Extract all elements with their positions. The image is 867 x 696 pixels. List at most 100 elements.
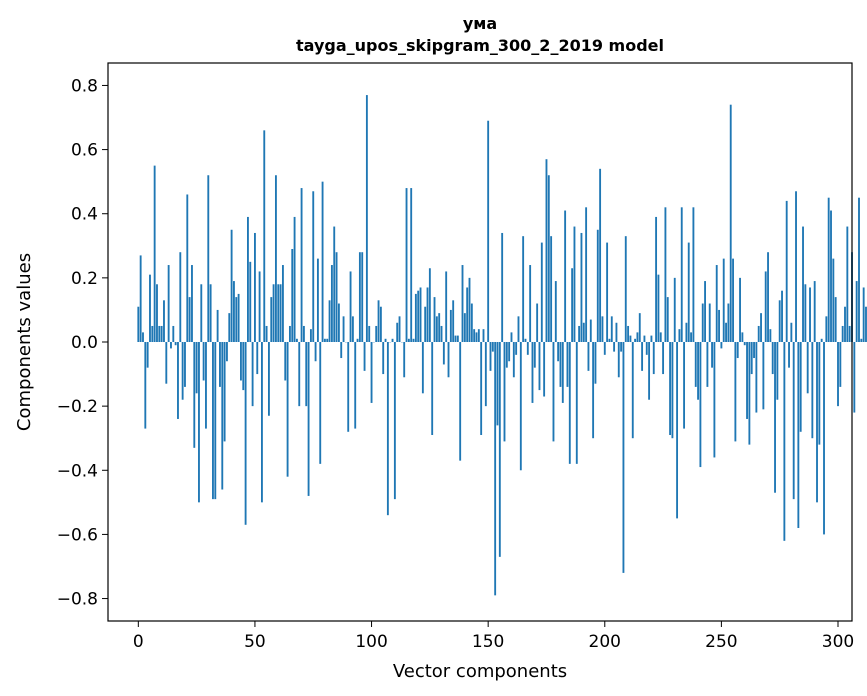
bar-232	[678, 329, 681, 342]
bar-308	[855, 281, 858, 342]
x-tick-label: 200	[589, 632, 621, 652]
bar-129	[438, 313, 441, 342]
bar-292	[818, 342, 821, 445]
bar-304	[846, 226, 849, 342]
bar-191	[582, 322, 585, 342]
bar-106	[384, 338, 387, 342]
bar-88	[342, 316, 345, 342]
bar-241	[699, 342, 702, 468]
bar-303	[844, 306, 846, 342]
bar-252	[725, 322, 727, 342]
chart-subtitle: tayga_upos_skipgram_300_2_2019 model	[296, 36, 664, 55]
bar-50	[254, 232, 256, 342]
bar-146	[477, 329, 480, 342]
bar-8	[156, 284, 158, 342]
bar-67	[293, 216, 296, 342]
x-tick-label: 50	[244, 632, 266, 652]
bar-107	[386, 342, 389, 516]
bar-294	[823, 342, 825, 535]
bar-44	[240, 342, 242, 381]
bar-280	[790, 322, 793, 342]
bar-133	[447, 342, 450, 378]
bar-34	[216, 309, 219, 342]
bar-120	[417, 290, 420, 342]
bar-74	[309, 329, 312, 342]
bar-111	[396, 322, 399, 342]
bar-22	[188, 297, 191, 342]
x-axis-label: Vector components	[393, 661, 567, 682]
bar-184	[566, 342, 569, 387]
bar-178	[552, 342, 555, 442]
y-tick-label: −0.2	[57, 397, 98, 417]
bar-217	[643, 335, 646, 342]
bar-183	[564, 210, 567, 342]
bar-272	[771, 342, 774, 375]
bar-276	[781, 290, 783, 342]
bar-224	[659, 332, 662, 342]
bar-259	[741, 332, 744, 342]
bar-62	[281, 265, 284, 342]
bar-141	[466, 287, 469, 342]
bar-305	[848, 325, 851, 342]
bar-165	[522, 236, 525, 342]
bar-185	[568, 342, 571, 464]
bar-215	[638, 313, 641, 342]
bar-96	[361, 252, 364, 342]
bar-118	[412, 338, 415, 342]
bar-249	[718, 309, 720, 342]
bar-72	[305, 342, 308, 407]
bar-92	[351, 316, 354, 342]
bar-283	[797, 342, 800, 528]
y-tick-label: 0.0	[71, 333, 98, 353]
bar-199	[601, 316, 604, 342]
bar-291	[816, 342, 818, 503]
y-tick-label: −0.4	[57, 461, 98, 481]
bar-201	[606, 242, 609, 342]
bar-169	[531, 342, 534, 403]
bar-122	[421, 342, 424, 394]
bar-172	[538, 342, 541, 391]
bar-46	[244, 342, 247, 525]
bar-71	[302, 325, 305, 342]
bar-162	[515, 342, 518, 355]
bar-293	[820, 338, 823, 342]
bar-193	[587, 342, 590, 371]
bar-10	[160, 325, 163, 342]
bar-175	[545, 159, 548, 342]
bar-116	[407, 338, 410, 342]
bar-149	[484, 342, 487, 407]
bar-161	[512, 342, 515, 378]
x-tick-label: 300	[822, 632, 854, 652]
bar-281	[792, 342, 795, 500]
bar-20	[184, 342, 186, 387]
bar-99	[368, 325, 371, 342]
bar-216	[641, 342, 644, 371]
bar-203	[610, 316, 613, 342]
bar-131	[442, 342, 445, 365]
bar-202	[608, 338, 611, 342]
bar-112	[398, 316, 401, 342]
bar-204	[613, 342, 616, 352]
bar-148	[482, 329, 485, 342]
bar-297	[830, 210, 832, 342]
bar-173	[540, 242, 543, 342]
bar-128	[435, 316, 438, 342]
bar-82	[328, 300, 331, 342]
bar-60	[277, 284, 280, 342]
bar-226	[664, 207, 667, 342]
bar-240	[697, 342, 700, 400]
bar-189	[578, 325, 581, 342]
bar-94	[356, 338, 359, 342]
bar-254	[729, 104, 732, 342]
bar-90	[347, 342, 350, 432]
bar-150	[487, 120, 490, 342]
bar-132	[445, 271, 448, 342]
bar-174	[543, 342, 546, 397]
bar-61	[279, 284, 282, 342]
bar-167	[526, 342, 529, 355]
y-tick-label: −0.8	[57, 590, 98, 610]
bar-257	[736, 342, 739, 359]
bar-59	[274, 175, 277, 342]
bar-5	[149, 274, 151, 342]
bar-194	[589, 319, 592, 342]
